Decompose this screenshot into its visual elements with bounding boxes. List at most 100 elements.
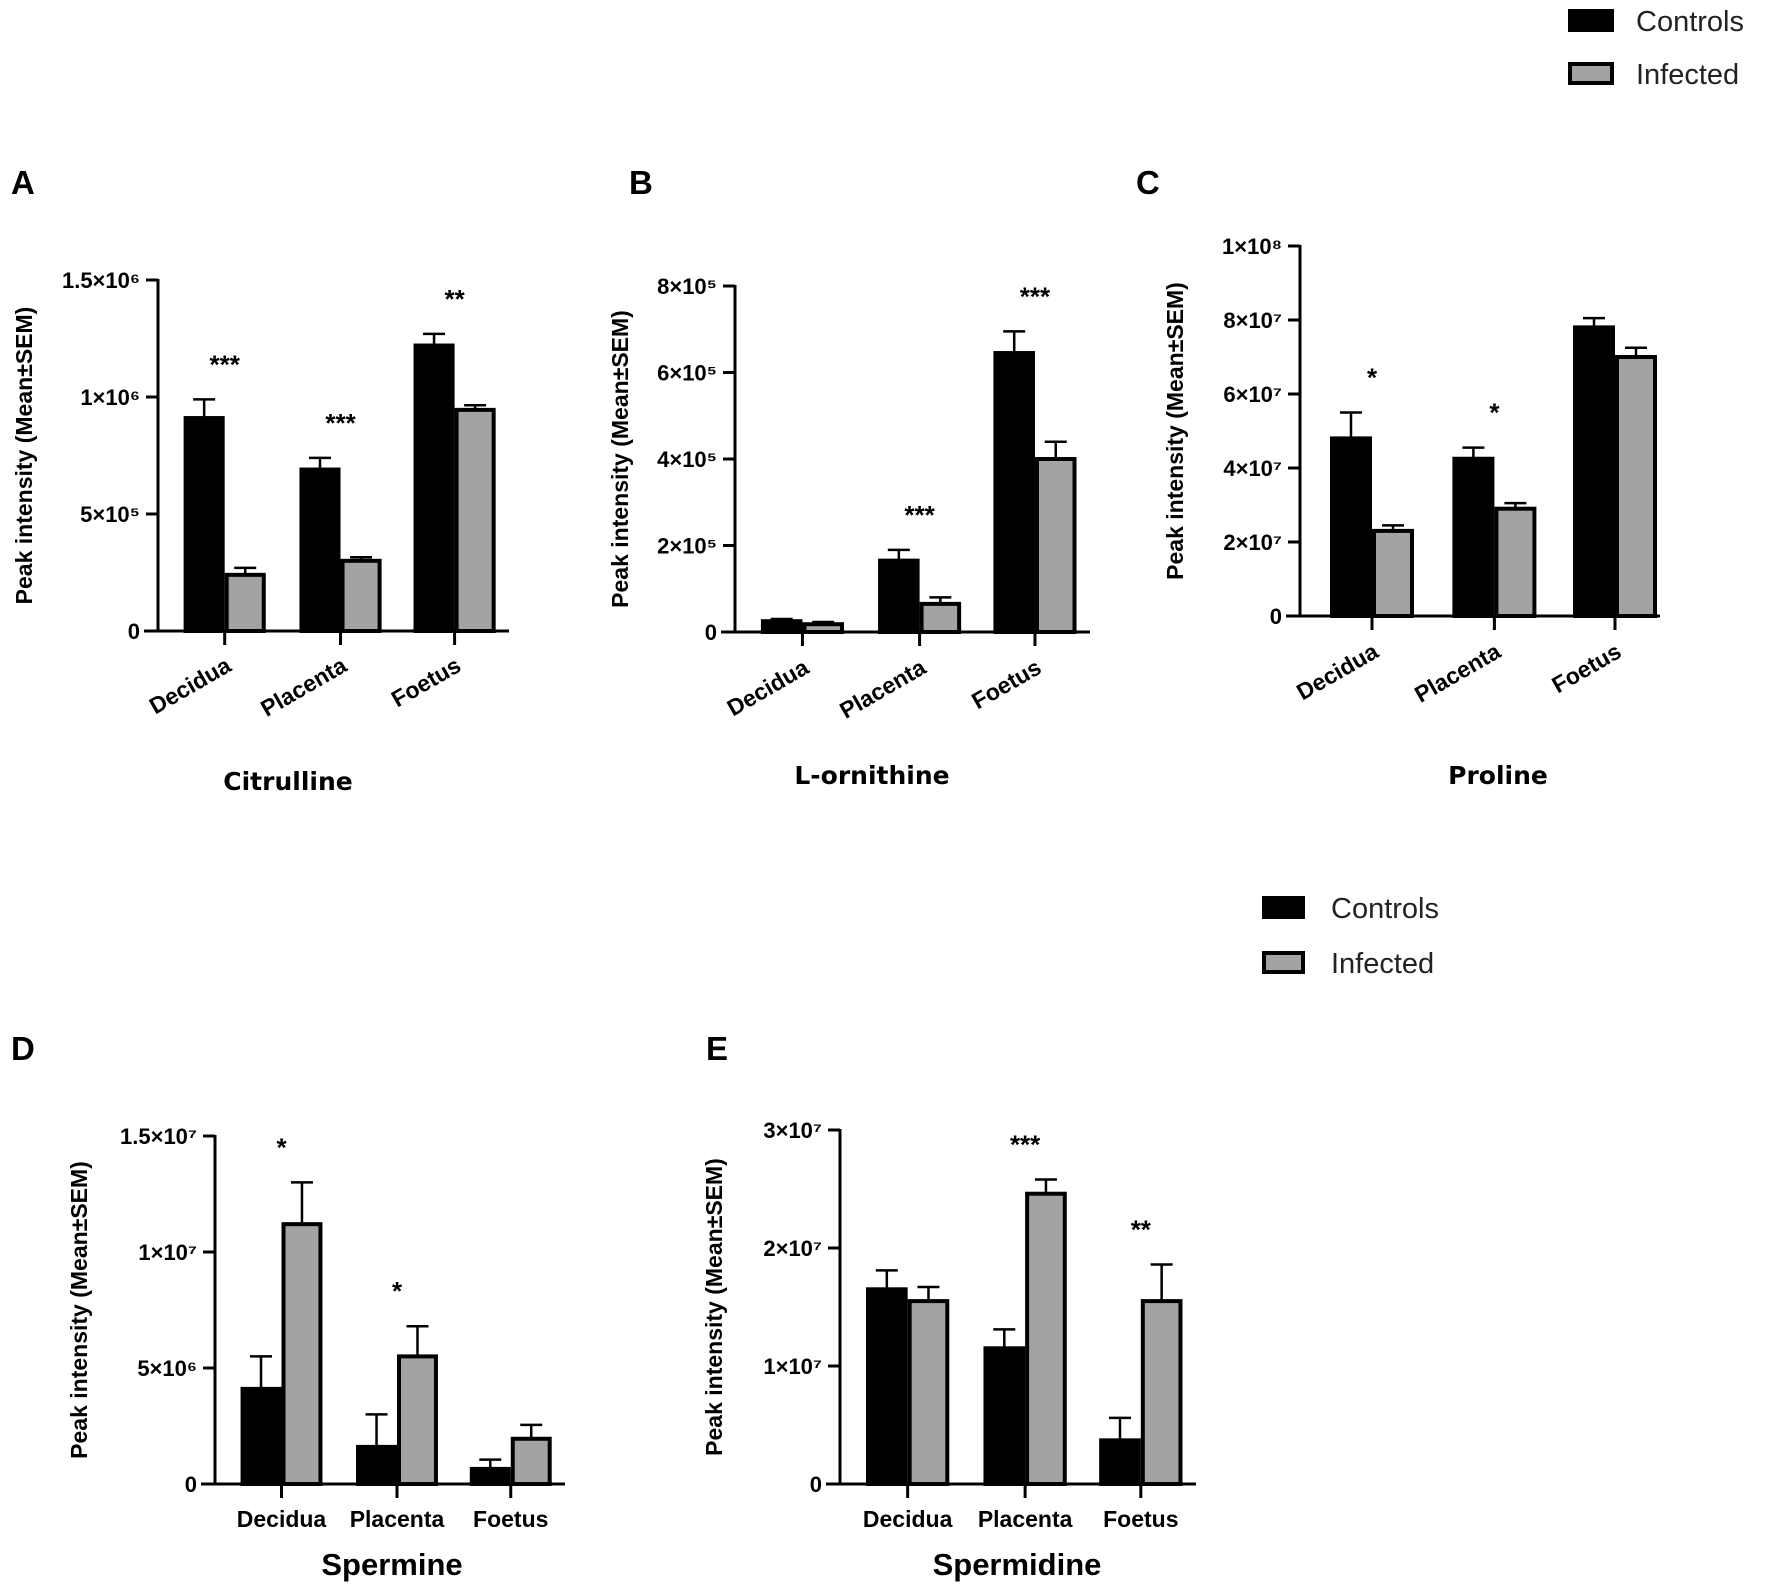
chart-panel-a: A Citrulline Peak intensity (Mean±SEM) 0 5×1… [11, 164, 509, 796]
significance-marker: *** [1020, 281, 1051, 311]
legend: Controls Infected [1262, 893, 1439, 980]
y-tick-label: 5×10⁵ [80, 502, 140, 527]
bar-infected [1025, 1191, 1067, 1486]
significance-marker: *** [904, 500, 935, 530]
bar-infected [224, 572, 266, 634]
y-tick-label: 8×10⁵ [657, 274, 717, 299]
panel-letter: C [1136, 164, 1160, 201]
bar-controls [1573, 325, 1615, 618]
bar-infected [919, 601, 962, 635]
y-axis-label: Peak intensity (Mean±SEM) [1162, 282, 1188, 580]
y-tick-label: 1×10⁶ [80, 385, 140, 410]
bar-controls [993, 351, 1035, 634]
x-tick-label: Decidua [722, 654, 813, 721]
y-tick-label: 0 [1270, 604, 1282, 629]
y-tick-label: 2×10⁷ [1223, 530, 1282, 555]
bar-infected [1494, 506, 1537, 619]
x-tick-label: Decidua [1292, 638, 1383, 705]
panel-letter: E [706, 1030, 728, 1067]
chart-panel-b: B L-ornithine Peak intensity (Mean±SEM) 0 2×… [607, 164, 1090, 790]
x-tick-label: Placenta [350, 1506, 445, 1532]
significance-marker: *** [1010, 1130, 1041, 1160]
bar-controls [983, 1346, 1026, 1487]
x-tick-label: Foetus [1547, 638, 1625, 698]
bar-controls [1330, 436, 1372, 618]
bar-controls [413, 343, 455, 633]
bar-infected [397, 1354, 438, 1487]
y-tick-label: 2×10⁷ [763, 1236, 822, 1261]
y-tick-label: 1.5×10⁶ [62, 268, 140, 293]
x-tick-label: Foetus [387, 652, 465, 712]
significance-marker: ** [1131, 1215, 1152, 1245]
y-tick-label: 3×10⁷ [763, 1118, 822, 1143]
y-tick-label: 4×10⁵ [657, 447, 717, 472]
bar-controls [760, 619, 803, 634]
legend-label: Controls [1636, 6, 1744, 38]
y-tick-label: 8×10⁷ [1223, 308, 1282, 333]
bar-controls [469, 1466, 511, 1487]
bar-infected [1372, 528, 1414, 619]
bar-controls [878, 558, 920, 635]
chart-panel-e: E Spermidine Peak intensity (Mean±SEM) 0 1×1… [701, 1030, 1196, 1582]
bar-infected [1615, 355, 1657, 618]
y-tick-label: 0 [185, 1472, 197, 1497]
significance-marker: * [392, 1276, 403, 1306]
y-tick-label: 0 [810, 1472, 822, 1497]
x-tick-label: Placenta [978, 1506, 1073, 1532]
legend: Controls Infected [1568, 6, 1744, 91]
bar-controls [299, 467, 341, 634]
x-tick-label: Placenta [256, 652, 351, 722]
bar-infected [1140, 1299, 1183, 1486]
significance-marker: * [276, 1132, 287, 1162]
x-tick-label: Placenta [1410, 638, 1505, 708]
y-tick-label: 0 [128, 619, 140, 644]
y-tick-label: 6×10⁵ [657, 361, 717, 386]
chart-title: Proline [1448, 761, 1548, 790]
bar-controls [183, 416, 225, 633]
bar-infected [907, 1299, 950, 1486]
y-tick-label: 5×10⁶ [137, 1356, 197, 1381]
significance-marker: ** [444, 284, 465, 314]
bar-infected [340, 558, 382, 633]
y-axis-label: Peak intensity (Mean±SEM) [607, 310, 633, 608]
y-axis-label: Peak intensity (Mean±SEM) [11, 307, 37, 605]
chart-title: Spermidine [933, 1547, 1102, 1582]
x-tick-label: Decidua [145, 652, 236, 719]
y-axis-label: Peak intensity (Mean±SEM) [66, 1161, 92, 1459]
x-tick-label: Decidua [863, 1506, 953, 1532]
chart-panel-d: D Spermine Peak intensity (Mean±SEM) 0 5×10⁶… [11, 1030, 565, 1582]
significance-marker: *** [325, 408, 356, 438]
legend-swatch-controls [1568, 9, 1614, 32]
legend-swatch-infected [1568, 62, 1614, 85]
panel-letter: A [11, 164, 35, 201]
legend-swatch-controls [1262, 896, 1305, 919]
x-tick-label: Decidua [237, 1506, 327, 1532]
panel-letter: B [629, 164, 653, 201]
y-axis-label: Peak intensity (Mean±SEM) [701, 1158, 727, 1456]
y-tick-label: 1×10⁸ [1222, 234, 1282, 259]
legend-swatch-infected [1262, 951, 1305, 974]
y-tick-label: 2×10⁵ [657, 534, 717, 559]
bar-controls [240, 1386, 282, 1487]
panel-letter: D [11, 1030, 35, 1067]
bar-infected [281, 1222, 323, 1487]
chart-panel-c: C Proline Peak intensity (Mean±SEM) 0 2×10⁷ 4… [1136, 164, 1660, 790]
chart-title: Citrulline [223, 767, 352, 796]
y-tick-label: 1×10⁷ [763, 1354, 822, 1379]
significance-marker: * [1489, 398, 1500, 428]
x-tick-label: Foetus [967, 654, 1045, 714]
significance-marker: *** [210, 349, 241, 379]
legend-label: Infected [1331, 948, 1434, 980]
x-tick-label: Placenta [835, 654, 930, 724]
x-tick-label: Foetus [1103, 1506, 1178, 1532]
bar-controls [1452, 456, 1495, 618]
legend-label: Infected [1636, 59, 1739, 91]
bar-controls [356, 1444, 397, 1487]
legend-label: Controls [1331, 893, 1439, 925]
y-tick-label: 1.5×10⁷ [120, 1124, 197, 1149]
chart-title: Spermine [321, 1547, 462, 1582]
bar-controls [1099, 1438, 1141, 1486]
x-tick-label: Foetus [473, 1506, 548, 1532]
bar-infected [510, 1436, 552, 1487]
